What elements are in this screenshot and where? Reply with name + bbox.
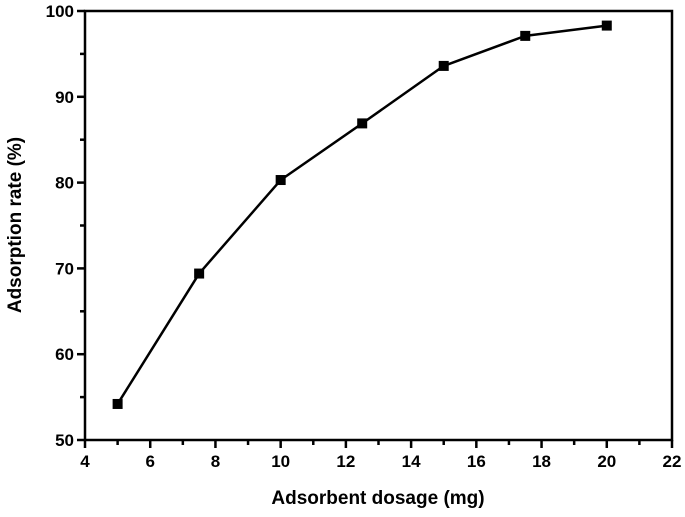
y-tick-label: 50 [55,431,74,450]
y-tick-label: 80 [55,174,74,193]
x-tick-label: 10 [271,452,290,471]
x-tick-label: 22 [663,452,682,471]
x-tick-label: 16 [467,452,486,471]
data-point-marker [275,175,286,186]
data-point-marker [438,60,449,71]
data-point-marker [520,30,531,41]
data-point-marker [112,398,123,409]
data-point-marker [357,118,368,129]
x-tick-label: 8 [211,452,220,471]
y-axis-ticks: 50 60 70 80 90 100 [46,2,85,450]
x-tick-label: 18 [532,452,551,471]
y-axis-title: Adsorption rate (%) [5,137,26,313]
data-point-marker [601,20,612,31]
y-tick-label: 60 [55,345,74,364]
x-tick-label: 12 [336,452,355,471]
y-tick-label: 70 [55,259,74,278]
x-axis-ticks: 4 6 8 10 12 14 16 18 20 22 [80,440,681,471]
data-point-marker [194,268,205,279]
x-tick-label: 14 [402,452,421,471]
data-series [112,20,612,409]
series-line [116,24,607,405]
x-axis-title: Adsorbent dosage (mg) [271,488,484,509]
y-tick-label: 90 [55,88,74,107]
x-tick-label: 4 [80,452,90,471]
y-tick-label: 100 [46,2,74,21]
x-tick-label: 20 [597,452,616,471]
x-tick-label: 6 [145,452,154,471]
plot-frame [83,9,674,442]
